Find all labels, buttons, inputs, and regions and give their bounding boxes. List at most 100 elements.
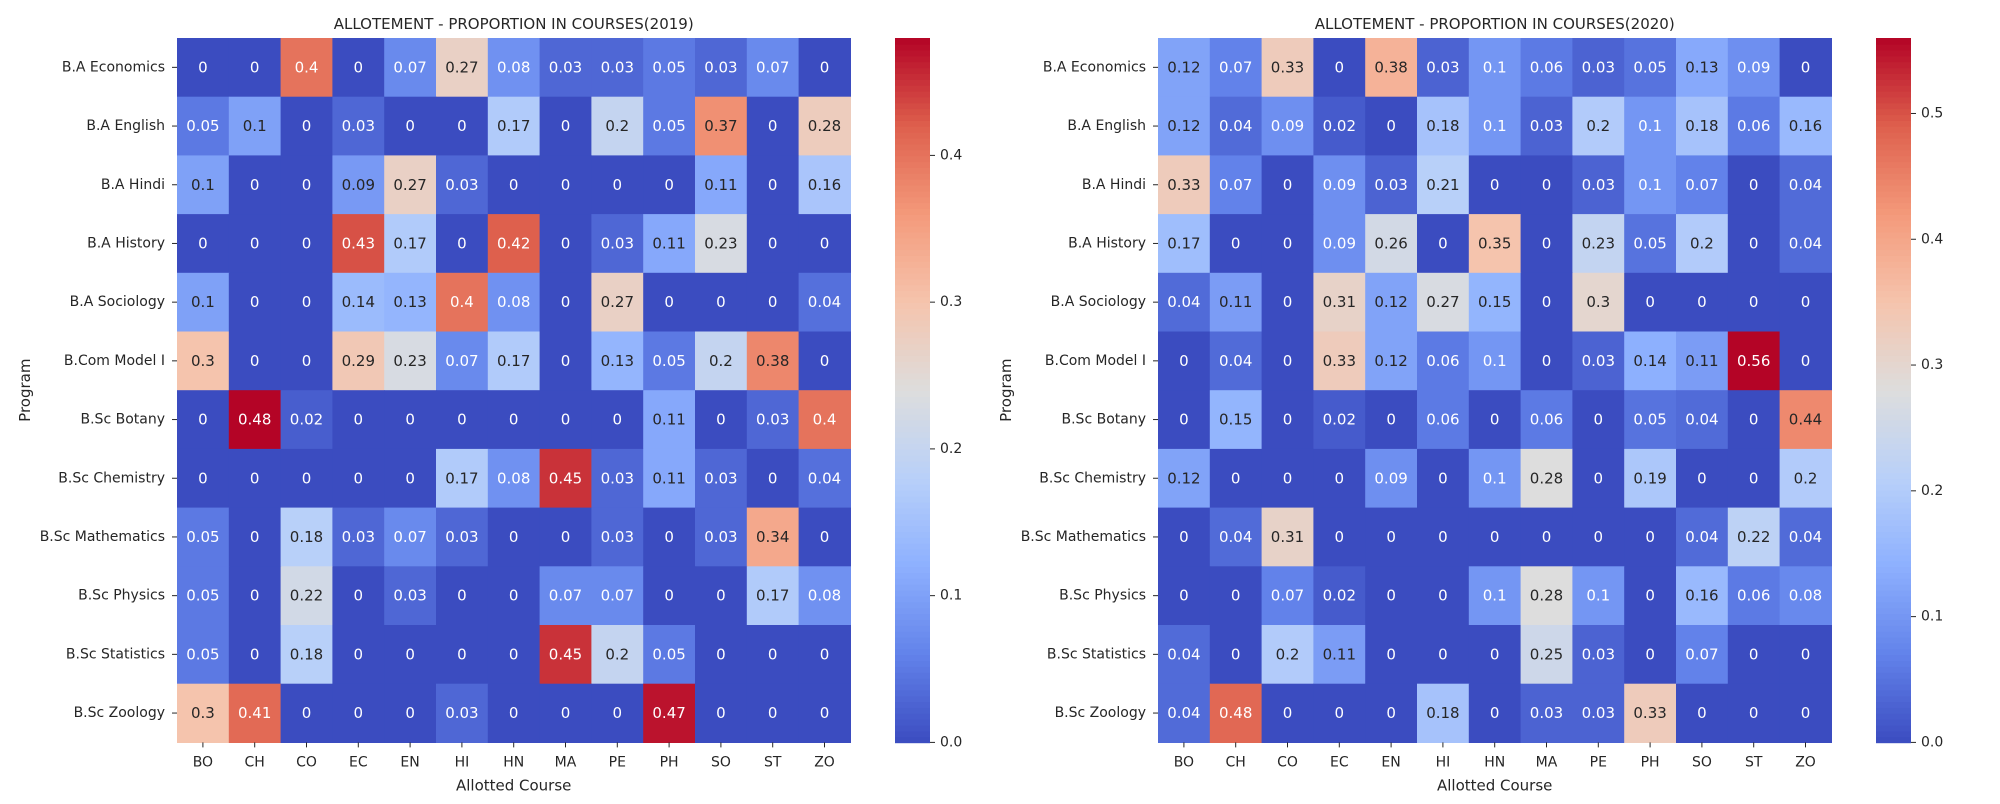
heatmap-cell: [1779, 566, 1832, 626]
heatmap-cell: [1676, 566, 1729, 626]
cell-label: 0.23: [704, 234, 737, 252]
heatmap-cell: [228, 507, 282, 567]
x-tick-label: CH: [1226, 754, 1246, 770]
colorbar-segment: [895, 560, 930, 568]
heatmap-cell: [1779, 272, 1832, 333]
colorbar-segment: [1876, 120, 1911, 127]
cell-label: 0: [354, 58, 364, 76]
cell-label: 0: [1231, 645, 1241, 663]
colorbar-segment: [1876, 79, 1911, 86]
colorbar-segment: [895, 390, 930, 397]
heatmap-cell: [591, 38, 644, 98]
cell-label: 0.05: [1633, 234, 1666, 252]
heatmap-cell: [332, 683, 385, 743]
heatmap-cell: [1779, 96, 1832, 156]
heatmap-cell: [1417, 331, 1470, 391]
cell-label: 0: [768, 176, 778, 194]
cell-label: 0.04: [1685, 528, 1718, 546]
cell-label: 0: [302, 352, 312, 370]
heatmap-cell: [1624, 331, 1677, 391]
heatmap-cell: [332, 331, 385, 391]
cell-label: 0.03: [601, 58, 634, 76]
heatmap-cell: [280, 448, 333, 509]
heatmap-cell: [1676, 214, 1729, 274]
y-tick-label: B.Sc Statistics: [1047, 646, 1146, 662]
heatmap-cell: [1572, 331, 1625, 391]
colorbar-tick-label: 0.3: [1921, 357, 1943, 373]
heatmap-cell: [1313, 38, 1366, 98]
heatmap-cell: [280, 566, 333, 626]
cell-label: 0: [509, 704, 519, 722]
cell-label: 0.11: [704, 176, 737, 194]
y-tick-label: B.Sc Zoology: [74, 705, 165, 721]
heatmap-cell: [798, 155, 851, 215]
colorbar-segment: [1876, 636, 1911, 644]
cell-label: 0.03: [393, 587, 426, 605]
x-tick-label: MA: [1536, 754, 1558, 770]
cell-label: 0: [1386, 587, 1396, 605]
heatmap-cell: [1158, 96, 1211, 156]
heatmap-cell: [332, 96, 385, 156]
colorbar-segment: [895, 155, 930, 163]
colorbar-segment: [1876, 278, 1911, 286]
heatmap-cell: [228, 214, 282, 274]
colorbar-segment: [1876, 654, 1911, 662]
colorbar-segment: [895, 249, 930, 256]
heatmap-cell: [1468, 38, 1522, 98]
colorbar-segment: [1876, 484, 1911, 491]
cell-label: 0.03: [445, 528, 478, 546]
chart-title-1: ALLOTEMENT - PROPORTION IN COURSES(2019): [334, 15, 694, 33]
heatmap-cell: [332, 448, 385, 509]
cell-label: 0.45: [549, 645, 582, 663]
heatmap-cell: [1209, 448, 1263, 509]
cell-label: 0.03: [445, 704, 478, 722]
cell-label: 0.16: [1789, 117, 1822, 135]
colorbar-segment: [895, 489, 930, 497]
heatmap-cell: [746, 625, 800, 685]
cell-label: 0: [1749, 645, 1759, 663]
colorbar-segment: [1876, 255, 1911, 262]
cell-label: 0: [198, 58, 208, 76]
heatmap-cell: [1779, 507, 1832, 567]
cell-label: 0: [1386, 117, 1396, 135]
colorbar-segment: [895, 566, 930, 573]
y-tick-label: B.A History: [1068, 235, 1146, 251]
heatmap-cell: [487, 272, 541, 333]
y-axis-label: Program: [997, 359, 1015, 422]
colorbar-segment: [1876, 149, 1911, 157]
cell-label: 0.04: [808, 469, 841, 487]
heatmap-cell: [1624, 625, 1677, 685]
colorbar-segment: [1876, 660, 1911, 667]
colorbar-segment: [895, 660, 930, 667]
heatmap-cell: [1676, 448, 1729, 509]
cell-label: 0.14: [1633, 352, 1666, 370]
cell-label: 0.03: [1374, 176, 1407, 194]
heatmap-cell: [1313, 566, 1366, 626]
heatmap-cell: [1417, 507, 1470, 567]
cell-label: 0: [820, 528, 830, 546]
cell-label: 0.03: [1530, 704, 1563, 722]
colorbar-segment: [895, 525, 930, 532]
heatmap-cell: [591, 625, 644, 685]
heatmap-cell: [384, 566, 437, 626]
chart-title-2: ALLOTEMENT - PROPORTION IN COURSES(2020): [1315, 15, 1675, 33]
colorbar-segment: [1876, 666, 1911, 673]
cell-label: 0.1: [1586, 587, 1610, 605]
heatmap-cell: [228, 566, 282, 626]
colorbar-segment: [1876, 143, 1911, 151]
x-tick-label: SO: [711, 754, 731, 770]
heatmap-cell: [280, 331, 333, 391]
cell-label: 0: [509, 176, 519, 194]
colorbar-tick-label: 0.1: [1921, 609, 1943, 625]
heatmap-cell: [1779, 155, 1832, 215]
colorbar-segment: [895, 601, 930, 609]
colorbar-segment: [895, 284, 930, 292]
cell-label: 0: [664, 587, 674, 605]
colorbar-segment: [895, 407, 930, 415]
cell-label: 0.27: [1426, 293, 1459, 311]
heatmap-cell: [436, 566, 489, 626]
cell-label: 0: [457, 587, 467, 605]
heatmap-cell: [332, 272, 385, 333]
heatmap-cell: [1313, 96, 1366, 156]
x-tick-label: EN: [400, 754, 419, 770]
